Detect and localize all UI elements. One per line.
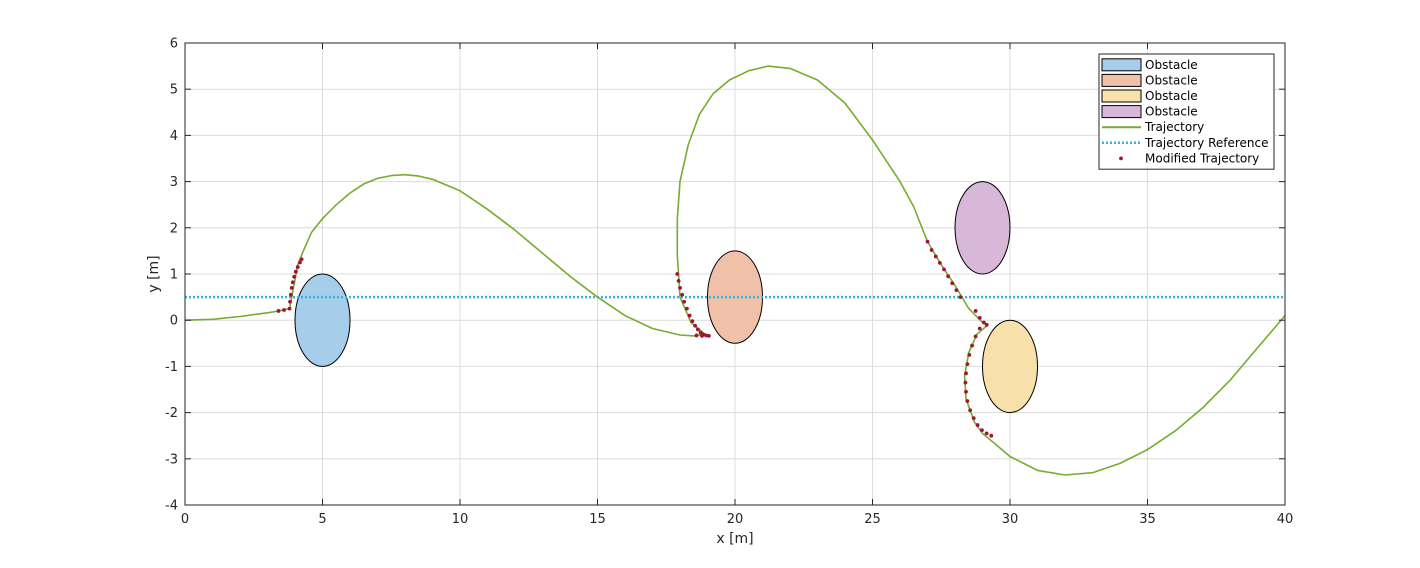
modified-trajectory-point [282, 308, 286, 312]
x-tick-label: 0 [181, 512, 189, 527]
modified-trajectory-point [287, 306, 292, 311]
modified-trajectory-point [700, 334, 704, 338]
y-tick-label: -4 [165, 499, 178, 514]
modified-trajectory-point [958, 295, 963, 299]
modified-trajectory-point [984, 322, 989, 327]
legend-swatch-obstacle [1101, 105, 1142, 119]
legend-swatch-modified [1119, 156, 1123, 161]
modified-trajectory-point [946, 274, 951, 279]
legend-label: Modified Trajectory [1145, 151, 1259, 165]
trajectory-layer [184, 65, 1286, 476]
modified-trajectory-point [680, 292, 685, 297]
legend-label: Obstacle [1145, 105, 1198, 119]
modified-trajectory-point [925, 239, 930, 244]
modified-trajectory-point [973, 309, 978, 313]
modified-trajectory-point [676, 279, 681, 283]
y-axis-label: y [m] [146, 255, 162, 292]
modified-trajectory-point [288, 299, 292, 304]
modified-trajectory-point [695, 327, 700, 332]
legend-label: Obstacle [1145, 73, 1198, 87]
modified-trajectory-point [965, 399, 970, 403]
x-tick-label: 35 [1139, 512, 1156, 527]
modified-trajectory-point [937, 261, 942, 265]
modified-trajectory-point [698, 330, 703, 335]
modified-trajectory-layer [276, 239, 994, 438]
y-tick-label: 4 [170, 129, 178, 144]
modified-trajectory-point [290, 280, 295, 285]
x-tick-label: 15 [589, 512, 606, 527]
modified-trajectory-point [682, 299, 687, 304]
legend-swatch-obstacle [1101, 58, 1142, 72]
modified-trajectory-point [942, 267, 946, 272]
modified-trajectory-point [299, 257, 304, 262]
modified-trajectory-point [675, 272, 680, 276]
modified-trajectory-point [967, 352, 972, 357]
legend: ObstacleObstacleObstacleObstacleTrajecto… [1098, 53, 1275, 170]
legend-label: Obstacle [1145, 89, 1198, 103]
modified-trajectory-point [970, 343, 974, 348]
modified-trajectory-point [981, 320, 986, 325]
y-tick-label: 6 [170, 37, 178, 52]
x-tick-label: 5 [318, 512, 326, 527]
y-tick-label: -3 [165, 452, 178, 467]
modified-trajectory-point [964, 389, 968, 394]
modified-trajectory-point [975, 423, 980, 427]
obstacle-ellipse [294, 273, 351, 367]
legend-label: Obstacle [1145, 58, 1198, 72]
modified-trajectory-point [950, 281, 955, 286]
modified-trajectory-point [963, 380, 968, 385]
modified-trajectory-point [706, 334, 711, 338]
y-tick-label: 3 [170, 175, 178, 190]
modified-trajectory-point [973, 334, 978, 339]
modified-trajectory-point [690, 319, 695, 324]
modified-trajectory-point [293, 269, 298, 274]
x-tick-label: 25 [864, 512, 881, 527]
y-tick-label: 2 [170, 221, 178, 236]
modified-trajectory-point [929, 248, 934, 252]
modified-trajectory-point [954, 288, 959, 293]
modified-trajectory-point [984, 431, 989, 436]
modified-trajectory-point [693, 323, 698, 328]
modified-trajectory-point [684, 306, 689, 311]
modified-trajectory-point [687, 313, 692, 318]
modified-trajectory-point [968, 408, 973, 413]
y-tick-label: 5 [170, 83, 178, 98]
trajectory-line [184, 65, 1286, 476]
y-tick-label: -1 [165, 360, 178, 375]
modified-trajectory-point [276, 309, 281, 313]
y-tick-label: 1 [170, 268, 178, 283]
legend-swatch-obstacle [1101, 89, 1142, 103]
x-tick-label: 10 [452, 512, 469, 527]
axis-ticks: 0 5 10 15 20 25 30 35 40 -4 -3 -2 -1 0 1 2 3 4 5 6 [165, 37, 1293, 528]
modified-trajectory-point [678, 285, 682, 290]
modified-trajectory-point [298, 260, 302, 265]
modified-trajectory-point [964, 371, 968, 376]
legend-label: Trajectory Reference [1144, 136, 1269, 150]
modified-trajectory-point [977, 315, 982, 320]
modified-trajectory-point [965, 362, 970, 366]
y-tick-label: -2 [165, 406, 178, 421]
obstacle-ellipse [954, 181, 1011, 275]
modified-trajectory-point [292, 274, 297, 279]
modified-trajectory-point [989, 433, 994, 438]
y-tick-label: 0 [170, 314, 178, 329]
x-tick-label: 30 [1002, 512, 1019, 527]
x-tick-label: 20 [727, 512, 744, 527]
legend-label: Trajectory [1144, 120, 1204, 134]
modified-trajectory-point [933, 254, 938, 259]
modified-trajectory-point [288, 292, 293, 297]
obstacle-ellipse [982, 319, 1038, 414]
legend-swatch-obstacle [1101, 73, 1142, 87]
modified-trajectory-point [980, 428, 984, 433]
x-tick-label: 40 [1277, 512, 1294, 527]
modified-trajectory-point [977, 326, 982, 331]
modified-trajectory-point [295, 265, 300, 269]
x-axis-label: x [m] [716, 531, 753, 547]
modified-trajectory-point [971, 416, 976, 421]
modified-trajectory-point [289, 285, 294, 290]
modified-trajectory-point [694, 333, 699, 338]
